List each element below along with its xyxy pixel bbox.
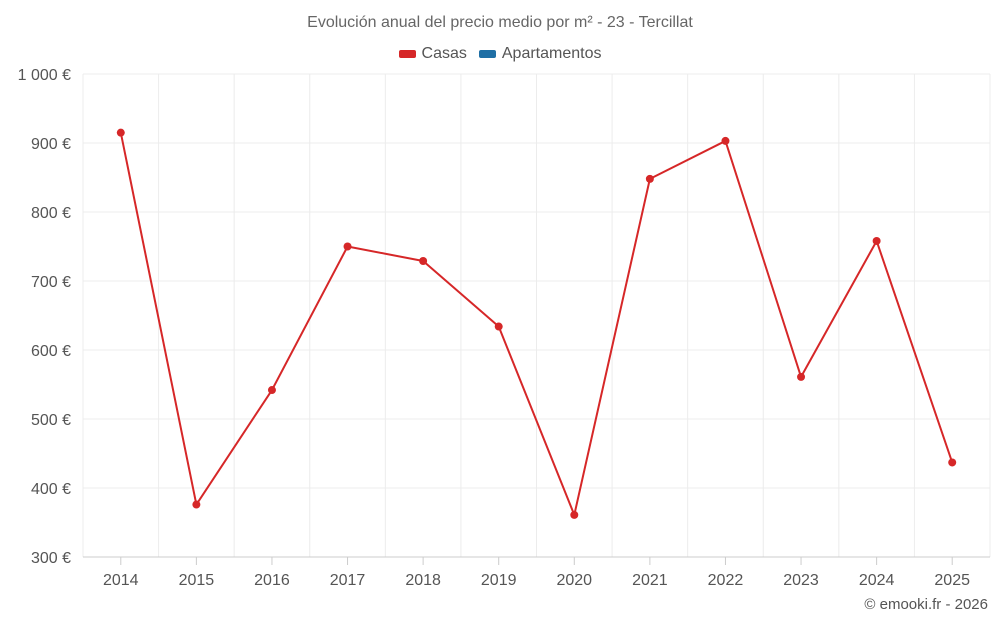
data-point[interactable]	[948, 458, 957, 467]
credit-text: © emooki.fr - 2026	[864, 596, 988, 613]
x-tick-label: 2021	[632, 572, 668, 589]
data-point[interactable]	[116, 128, 125, 137]
data-point[interactable]	[721, 136, 730, 145]
legend-swatch-casas	[398, 50, 416, 58]
y-tick-label: 1 000 €	[18, 67, 71, 84]
data-point[interactable]	[192, 500, 201, 509]
x-tick-label: 2023	[783, 572, 819, 589]
legend-swatch-apartamentos	[478, 50, 496, 58]
data-point[interactable]	[267, 386, 276, 395]
x-tick-label: 2016	[254, 572, 290, 589]
x-axis: 2014 2015 2016 2017 2018 2019 2020 2021 2022 2023…	[103, 557, 970, 589]
data-point[interactable]	[494, 322, 503, 331]
data-point[interactable]	[343, 242, 352, 251]
x-tick-label: 2018	[405, 572, 441, 589]
data-point[interactable]	[419, 256, 428, 265]
legend-item-casas[interactable]: Casas	[398, 45, 467, 63]
data-point[interactable]	[872, 236, 881, 245]
y-tick-label: 500 €	[31, 412, 71, 429]
x-tick-label: 2022	[708, 572, 744, 589]
x-tick-label: 2015	[179, 572, 215, 589]
x-tick-label: 2014	[103, 572, 139, 589]
series-line-casas	[119, 132, 954, 516]
chart-title: Evolución anual del precio medio por m² …	[307, 14, 693, 31]
y-tick-label: 400 €	[31, 481, 71, 498]
legend-label-apartamentos: Apartamentos	[501, 45, 602, 62]
legend-label-casas: Casas	[421, 45, 467, 62]
chart-legend: Casas Apartamentos	[0, 45, 1000, 63]
chart-series	[116, 128, 957, 519]
data-point[interactable]	[570, 510, 579, 519]
y-tick-label: 300 €	[31, 550, 71, 567]
chart-grid	[82, 73, 991, 558]
x-tick-label: 2024	[859, 572, 895, 589]
x-tick-label: 2020	[556, 572, 592, 589]
x-tick-label: 2017	[330, 572, 366, 589]
x-tick-label: 2019	[481, 572, 517, 589]
data-point[interactable]	[797, 372, 806, 381]
y-tick-label: 800 €	[31, 205, 71, 222]
y-tick-label: 600 €	[31, 343, 71, 360]
y-axis: 300 € 400 € 500 € 600 € 700 € 800 € 900 € 1 000…	[18, 67, 71, 567]
x-tick-label: 2025	[934, 572, 970, 589]
legend-item-apartamentos[interactable]: Apartamentos	[478, 45, 602, 63]
data-point[interactable]	[645, 174, 654, 183]
y-tick-label: 700 €	[31, 274, 71, 291]
y-tick-label: 900 €	[31, 136, 71, 153]
